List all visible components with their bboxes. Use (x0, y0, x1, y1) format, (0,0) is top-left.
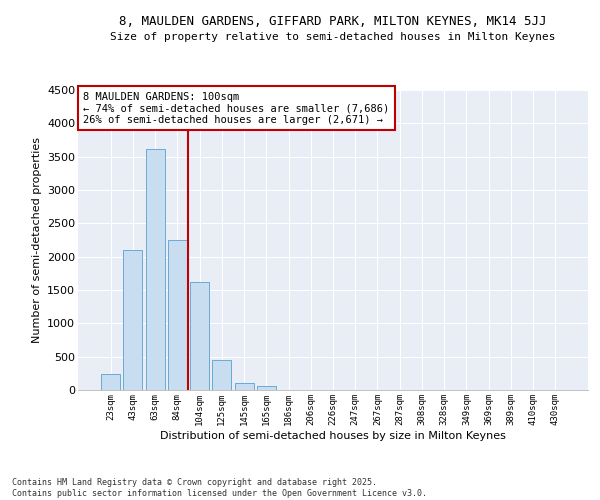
Text: Size of property relative to semi-detached houses in Milton Keynes: Size of property relative to semi-detach… (110, 32, 556, 42)
Bar (212, 360, 231, 390)
Text: 8 MAULDEN GARDENS: 100sqm
← 74% of semi-detached houses are smaller (7,686)
26% : 8 MAULDEN GARDENS: 100sqm ← 74% of semi-… (83, 92, 389, 124)
Bar (124, 250, 142, 390)
Bar (257, 386, 276, 390)
Bar (235, 384, 254, 390)
Bar (101, 374, 120, 390)
X-axis label: Distribution of semi-detached houses by size in Milton Keynes: Distribution of semi-detached houses by … (160, 430, 506, 440)
Text: 8, MAULDEN GARDENS, GIFFARD PARK, MILTON KEYNES, MK14 5JJ: 8, MAULDEN GARDENS, GIFFARD PARK, MILTON… (119, 15, 547, 28)
Text: Contains HM Land Registry data © Crown copyright and database right 2025.
Contai: Contains HM Land Registry data © Crown c… (12, 478, 427, 498)
Bar (168, 240, 187, 390)
Y-axis label: Number of semi-detached properties: Number of semi-detached properties (32, 137, 41, 343)
Bar (146, 148, 164, 390)
Bar (190, 282, 209, 390)
